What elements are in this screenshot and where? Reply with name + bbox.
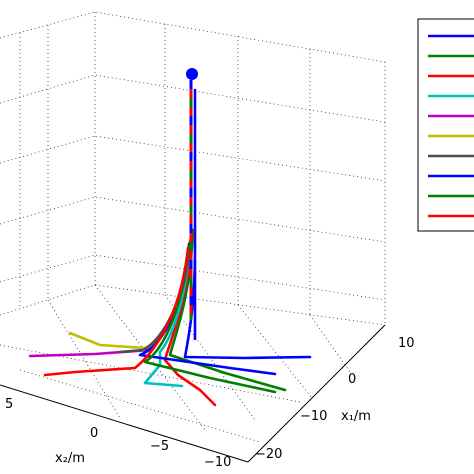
- x1-tick-label: 10: [398, 336, 415, 351]
- grid: [0, 11, 386, 443]
- x2-axis-line: [0, 384, 249, 463]
- series-line: [28, 236, 193, 358]
- trajectories: [28, 88, 312, 407]
- grid-line: [237, 304, 313, 399]
- legend-items: [428, 34, 474, 218]
- x2-tick-labels: 5 0 −5 −10: [5, 397, 231, 470]
- stem: [186, 68, 198, 340]
- grid-line: [47, 299, 121, 419]
- grid-line: [0, 254, 386, 301]
- grid-line: [0, 135, 386, 182]
- legend: [417, 18, 474, 232]
- x2-tick-label: −5: [150, 439, 169, 454]
- grid-line: [0, 344, 301, 403]
- legend-box: [417, 18, 474, 232]
- grid-line: [164, 294, 256, 421]
- x1-tick-labels: 10 0 −10 −20: [255, 336, 415, 462]
- x1-tick-label: 0: [348, 372, 356, 387]
- series-line: [183, 88, 312, 360]
- grid-line: [19, 369, 261, 443]
- x2-tick-label: 5: [5, 397, 13, 412]
- grid-line: [309, 314, 351, 373]
- x2-axis-label: x₂/m: [55, 451, 85, 466]
- series-line: [43, 246, 190, 377]
- axes-box: [0, 324, 386, 463]
- grid-line: [0, 196, 386, 243]
- x2-tick-label: −10: [204, 455, 231, 470]
- x1-tick-label: −10: [300, 409, 327, 424]
- x2-tick-label: 0: [90, 426, 98, 441]
- x1-tick-label: −20: [255, 447, 282, 462]
- x1-axis-line: [247, 324, 386, 463]
- box-back-top: [0, 11, 386, 63]
- start-marker: [186, 68, 198, 80]
- x1-axis-label: x₁/m: [341, 409, 371, 424]
